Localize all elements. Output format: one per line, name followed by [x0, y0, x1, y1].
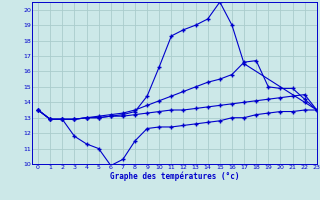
X-axis label: Graphe des températures (°c): Graphe des températures (°c) — [110, 171, 239, 181]
